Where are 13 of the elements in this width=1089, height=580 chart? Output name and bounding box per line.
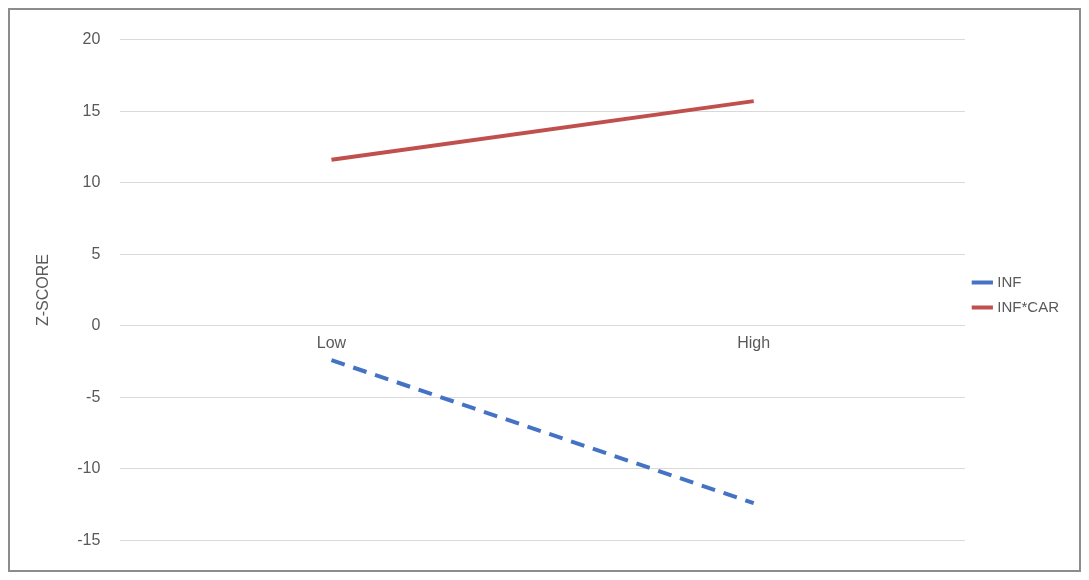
legend-label: INF (997, 272, 1022, 290)
y-tick-label: 10 (82, 173, 101, 191)
x-tick-label: Low (316, 333, 347, 351)
y-tick-label: -5 (86, 387, 101, 405)
x-tick-label: High (737, 333, 771, 351)
y-tick-label: 15 (82, 101, 101, 119)
y-tick-label: 20 (82, 30, 101, 48)
y-tick-label: -15 (77, 530, 101, 548)
y-axis-title: Z-SCORE (34, 254, 52, 326)
y-tick-label: 5 (91, 244, 101, 262)
legend-label: INF*CAR (997, 297, 1060, 315)
y-tick-label: -10 (77, 459, 101, 477)
y-tick-label: 0 (91, 316, 101, 334)
